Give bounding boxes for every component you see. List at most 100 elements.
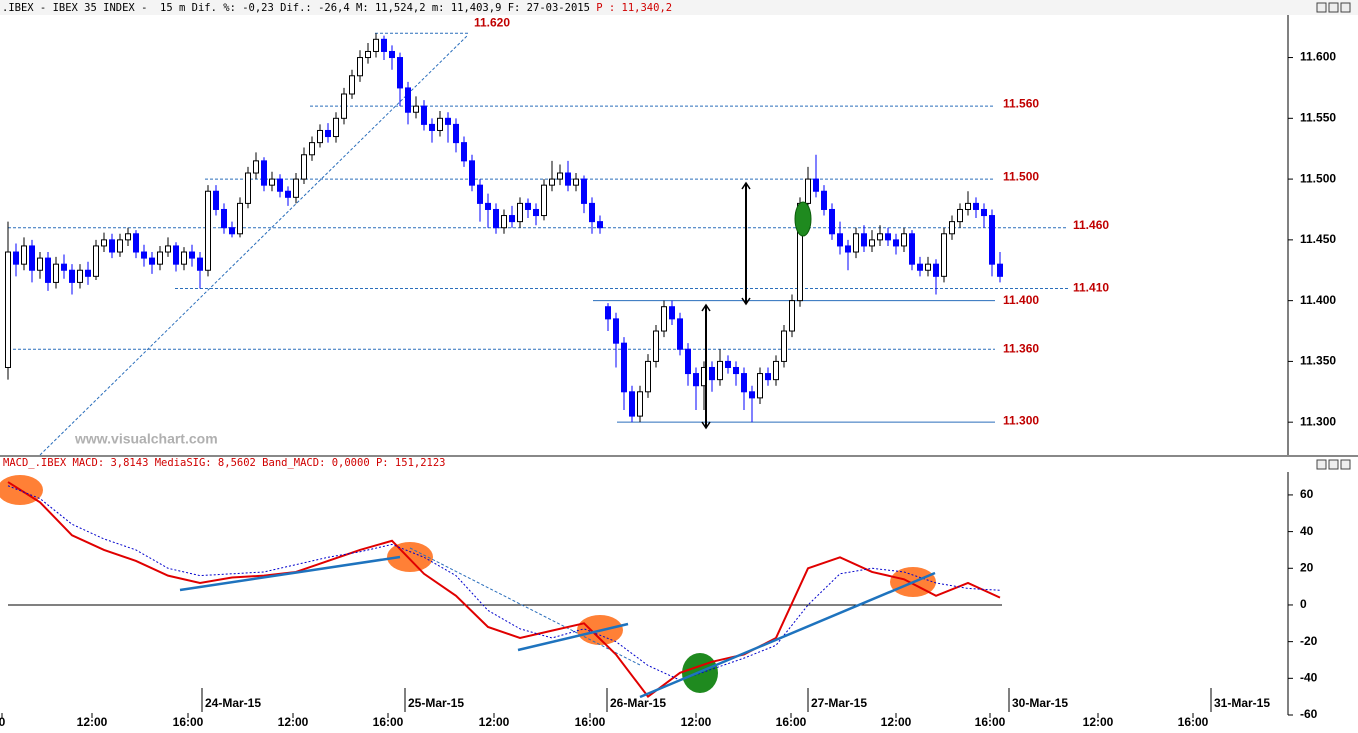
- candle-body: [709, 366, 715, 381]
- candle-body: [677, 318, 683, 350]
- candle-body: [501, 215, 507, 229]
- x-time-label: 16:00: [173, 715, 204, 729]
- candle-body: [373, 38, 379, 52]
- candle-body: [53, 263, 59, 283]
- x-time-label: 12:00: [881, 715, 912, 729]
- candle-body: [781, 330, 787, 362]
- minimize-button[interactable]: [1316, 2, 1327, 13]
- candle-body: [69, 269, 75, 283]
- header-text: .IBEX - IBEX 35 INDEX - 15 m Dif. %: -0,…: [2, 2, 596, 14]
- candle-body: [405, 87, 411, 113]
- level-label: 11.620: [474, 15, 510, 29]
- candle-body: [445, 117, 451, 125]
- y-tick-label: 11.500: [1300, 171, 1336, 185]
- y-tick-label: 60: [1300, 487, 1314, 501]
- candle-body: [853, 233, 859, 253]
- candle-body: [669, 306, 675, 320]
- candle-body: [741, 373, 747, 393]
- candle-body: [997, 263, 1003, 277]
- candle-body: [613, 318, 619, 344]
- trend-line: [639, 571, 936, 699]
- header-bar: [0, 0, 1358, 15]
- x-time-label: 0: [0, 715, 6, 729]
- candle-body: [837, 233, 843, 247]
- candle-body: [397, 57, 403, 89]
- minimize-button[interactable]: [1316, 459, 1327, 470]
- x-time-label: 16:00: [776, 715, 807, 729]
- candle-body: [909, 233, 915, 265]
- candle-body: [413, 105, 419, 113]
- candle-body: [605, 306, 611, 320]
- signal-marker: [794, 201, 812, 237]
- y-tick-label: 11.600: [1300, 50, 1336, 64]
- candle-body: [965, 202, 971, 210]
- macd-title: MACD_.IBEX MACD: 3,8143 MediaSIG: 8,5602…: [3, 457, 446, 469]
- candle-body: [189, 251, 195, 259]
- close-button[interactable]: [1340, 459, 1351, 470]
- candle-body: [973, 202, 979, 210]
- candle-body: [309, 142, 315, 156]
- candle-body: [421, 105, 427, 125]
- candle-body: [173, 245, 179, 265]
- candle-body: [29, 245, 35, 271]
- candle-body: [21, 245, 27, 265]
- candle-body: [157, 251, 163, 265]
- candle-body: [925, 263, 931, 271]
- close-button[interactable]: [1340, 2, 1351, 13]
- candle-body: [877, 233, 883, 241]
- candle-body: [917, 263, 923, 271]
- candle-body: [981, 208, 987, 217]
- candle-body: [149, 257, 155, 265]
- candle-body: [269, 178, 275, 186]
- arrow-head: [741, 181, 751, 306]
- candle-body: [765, 373, 771, 381]
- watermark: www.visualchart.com: [74, 431, 218, 447]
- arrow-head: [701, 303, 711, 430]
- level-label: 11.560: [1003, 96, 1039, 110]
- trend-line: [517, 622, 629, 652]
- candle-body: [861, 233, 867, 247]
- candle-body: [181, 251, 187, 265]
- y-tick-label: 20: [1300, 560, 1314, 574]
- candle-body: [13, 251, 19, 265]
- candle-body: [213, 190, 219, 210]
- candle-body: [941, 233, 947, 277]
- divergence-line: [409, 547, 641, 666]
- candle-body: [253, 160, 259, 174]
- candle-body: [541, 184, 547, 217]
- candle-body: [277, 178, 283, 192]
- candle-body: [773, 360, 779, 381]
- candle-body: [429, 123, 435, 131]
- level-label: 11.460: [1073, 218, 1109, 232]
- candle-body: [821, 190, 827, 210]
- candle-body: [357, 57, 363, 77]
- candle-body: [757, 373, 763, 399]
- header-price: P : 11,340,2: [596, 2, 672, 14]
- maximize-button[interactable]: [1328, 2, 1339, 13]
- candle-body: [573, 178, 579, 186]
- candle-body: [789, 300, 795, 332]
- candle-body: [61, 263, 67, 271]
- candle-body: [717, 360, 723, 381]
- candle-body: [133, 233, 139, 253]
- candle-body: [557, 172, 563, 180]
- candle-body: [933, 263, 939, 277]
- candle-body: [893, 239, 899, 247]
- candle-body: [645, 360, 651, 393]
- candle-body: [285, 190, 291, 198]
- candle-body: [381, 38, 387, 52]
- y-tick-label: 11.350: [1300, 354, 1336, 368]
- candle-body: [589, 202, 595, 223]
- y-tick-label: 11.450: [1300, 232, 1336, 246]
- candle-body: [389, 50, 395, 59]
- candle-body: [85, 269, 91, 277]
- candle-body: [77, 269, 83, 283]
- x-time-label: 12:00: [77, 715, 108, 729]
- maximize-button[interactable]: [1328, 459, 1339, 470]
- window-buttons[interactable]: [1316, 2, 1351, 470]
- candle-body: [509, 215, 515, 223]
- y-tick-label: -60: [1300, 707, 1318, 721]
- candle-body: [333, 117, 339, 138]
- x-time-label: 16:00: [373, 715, 404, 729]
